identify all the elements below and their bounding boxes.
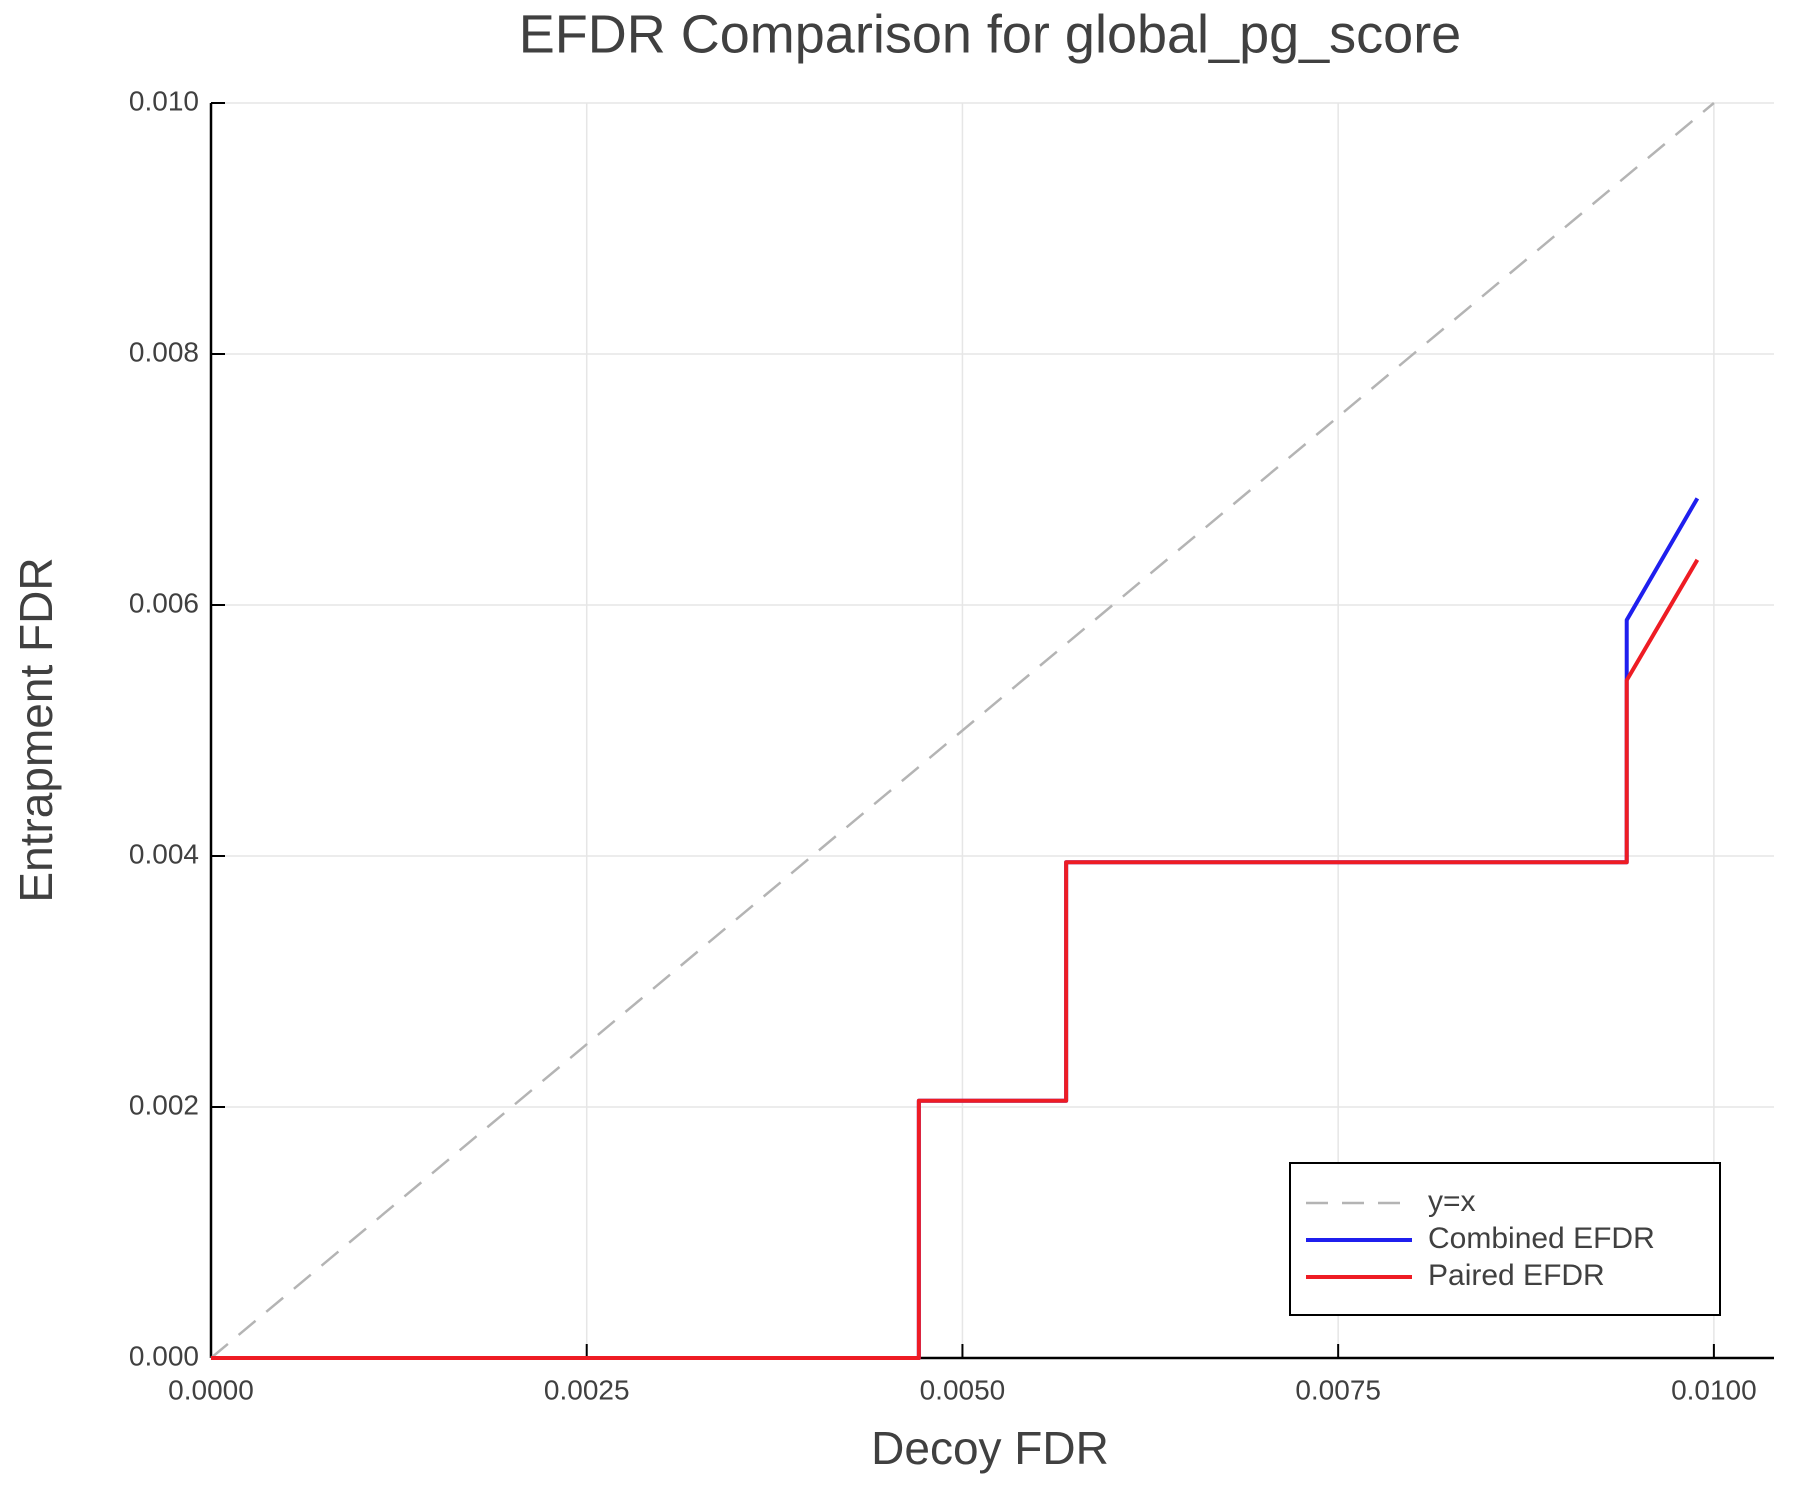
legend-label: Paired EFDR <box>1428 1259 1605 1292</box>
legend: y=x Combined EFDR Paired EFDR <box>1289 1162 1721 1316</box>
x-tick-label: 0.0050 <box>920 1374 1006 1405</box>
y-tick-label: 0.000 <box>129 1340 199 1371</box>
y-tick-label: 0.006 <box>129 587 199 618</box>
y-tick-label: 0.008 <box>129 336 199 367</box>
y-tick-label: 0.010 <box>129 85 199 116</box>
x-tick-label: 0.0100 <box>1671 1374 1757 1405</box>
chart-title: EFDR Comparison for global_pg_score <box>519 4 1461 64</box>
legend-label: y=x <box>1428 1185 1476 1218</box>
x-axis-label: Decoy FDR <box>871 1422 1109 1474</box>
series-line <box>211 558 1700 1360</box>
y-axis-label: Entrapment FDR <box>10 557 62 902</box>
y-tick-label: 0.002 <box>129 1089 199 1120</box>
series-line <box>210 102 1715 1359</box>
x-tick-label: 0.0025 <box>544 1374 630 1405</box>
x-tick-label: 0.0075 <box>1295 1374 1381 1405</box>
x-tick-label: 0.0000 <box>168 1374 254 1405</box>
legend-label: Combined EFDR <box>1428 1222 1655 1255</box>
y-tick-label: 0.004 <box>129 838 199 869</box>
